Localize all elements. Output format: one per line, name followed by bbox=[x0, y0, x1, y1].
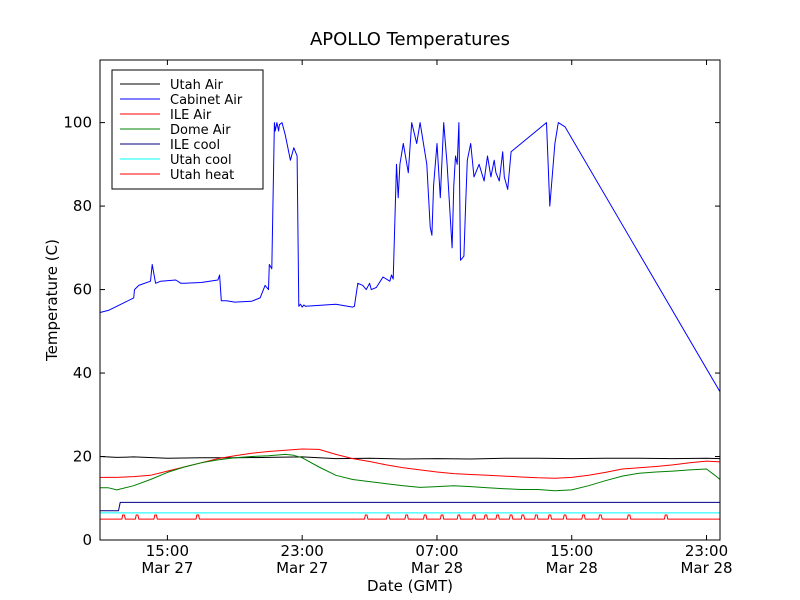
x-tick-label-time: 15:00 bbox=[550, 542, 593, 560]
y-tick-label: 100 bbox=[63, 114, 92, 132]
y-tick-label: 0 bbox=[82, 531, 92, 549]
x-tick-label-date: Mar 27 bbox=[141, 559, 193, 577]
y-tick-label: 40 bbox=[73, 364, 92, 382]
x-tick-label-time: 07:00 bbox=[415, 542, 458, 560]
chart-title: APOLLO Temperatures bbox=[310, 29, 510, 50]
x-tick-label-date: Mar 27 bbox=[276, 559, 328, 577]
legend-label-ile-air: ILE Air bbox=[170, 108, 212, 123]
series-line-ile-air bbox=[100, 448, 721, 479]
x-axis-label: Date (GMT) bbox=[367, 577, 453, 595]
series-line-utah-air bbox=[99, 456, 721, 460]
plot-frame bbox=[99, 59, 721, 541]
x-tick-label-time: 23:00 bbox=[281, 542, 324, 560]
legend-label-utah-heat: Utah heat bbox=[170, 168, 234, 183]
legend-label-utah-air: Utah Air bbox=[170, 78, 223, 93]
y-tick-label: 60 bbox=[73, 281, 92, 299]
series-line-dome-air bbox=[100, 453, 721, 492]
series-line-cabinet-air bbox=[99, 122, 721, 393]
series-line-utah-heat bbox=[100, 514, 720, 520]
series-layer bbox=[99, 122, 721, 520]
legend-label-ile-cool: ILE cool bbox=[170, 138, 220, 153]
x-tick-label-date: Mar 28 bbox=[680, 559, 732, 577]
legend-label-dome-air: Dome Air bbox=[170, 123, 231, 138]
x-tick-label-date: Mar 28 bbox=[411, 559, 463, 577]
y-tick-label: 80 bbox=[73, 197, 92, 215]
y-axis-label: Temperature (C) bbox=[43, 239, 61, 362]
x-tick-label-time: 15:00 bbox=[146, 542, 189, 560]
legend-label-cabinet-air: Cabinet Air bbox=[170, 93, 243, 108]
y-axis: 0 20 40 60 80 100 bbox=[63, 114, 720, 549]
series-line-ile-cool bbox=[100, 501, 720, 512]
x-tick-label-date: Mar 28 bbox=[546, 559, 598, 577]
x-tick-label-time: 23:00 bbox=[685, 542, 728, 560]
y-tick-label: 20 bbox=[73, 448, 92, 466]
legend-label-utah-cool: Utah cool bbox=[170, 153, 232, 168]
